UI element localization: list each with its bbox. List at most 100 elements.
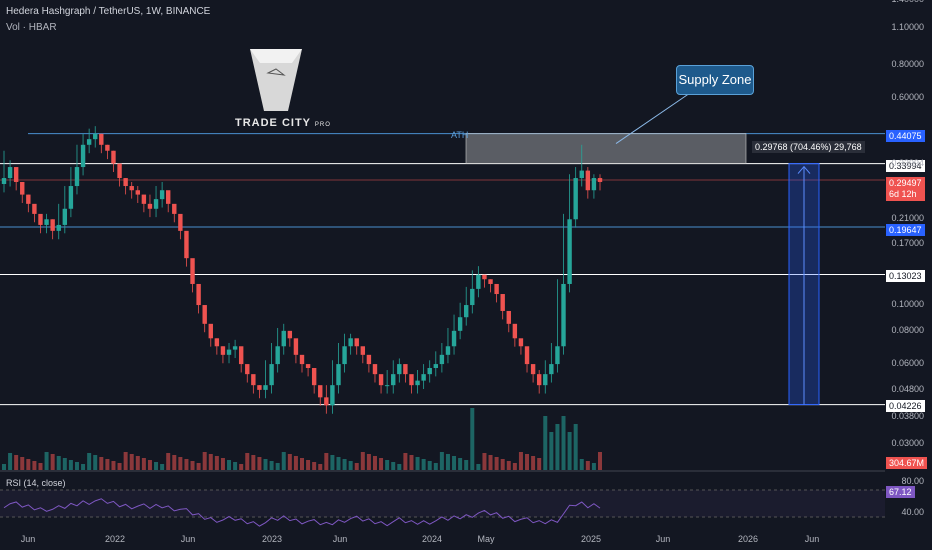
volume-bar [220, 458, 225, 470]
candle-body [427, 368, 432, 375]
candle-body [536, 374, 542, 386]
y-tick-label: 0.17000 [891, 237, 924, 248]
volume-bar [306, 460, 311, 470]
candle-body [1, 178, 7, 184]
candle-body [384, 385, 390, 387]
logo-text: TRADE CITY PRO [235, 117, 331, 129]
candle-body [141, 194, 147, 204]
volume-bar [68, 460, 73, 470]
candle-body [506, 310, 511, 324]
volume-bar [257, 457, 262, 470]
volume-bar [366, 454, 371, 470]
candle-body [488, 279, 493, 284]
candle-body [555, 346, 560, 365]
volume-bar [20, 457, 25, 470]
price-label-support-blue: 0.19647 [886, 224, 925, 236]
candle-body [348, 338, 353, 347]
candle-body [476, 274, 481, 289]
volume-bar [397, 464, 402, 470]
candle-body [500, 294, 505, 311]
candle-body [524, 346, 530, 365]
volume-bar [585, 461, 590, 470]
candle-body [573, 178, 578, 220]
candle-body [166, 190, 171, 204]
volume-bar [336, 457, 341, 470]
volume-bar [251, 455, 256, 470]
candle-body [32, 203, 37, 214]
volume-bar [488, 455, 493, 470]
candle-body [7, 167, 13, 179]
candle-body [494, 283, 499, 295]
candle-body [50, 219, 55, 231]
volume-bar [482, 453, 487, 470]
supply-zone-box [465, 133, 747, 164]
trade-city-logo-icon [250, 49, 302, 111]
candle-body [44, 219, 49, 225]
price-label-support-low: 0.04226 [886, 400, 925, 412]
volume-bar [239, 464, 244, 470]
volume-bar [117, 463, 122, 470]
candle-body [342, 346, 347, 365]
volume-bar [549, 432, 554, 470]
volume-bar [208, 454, 213, 470]
candle-body [287, 330, 293, 339]
candle-body [62, 208, 68, 225]
volume-bar [354, 463, 359, 470]
candle-body [591, 178, 597, 191]
candle-body [117, 163, 122, 179]
volume-bar [512, 463, 517, 470]
candle-body [518, 338, 524, 347]
candle-body [263, 385, 268, 390]
volume-bar [2, 464, 6, 470]
volume-bar [403, 453, 408, 470]
x-tick-label: 2024 [421, 534, 443, 544]
candle-body [464, 305, 469, 318]
candle-body [135, 190, 140, 195]
price-label-ath: 0.44075 [886, 130, 925, 142]
volume-bar [269, 461, 274, 470]
candle-body [311, 368, 317, 386]
x-tick-label: Jun [180, 534, 196, 544]
volume-bar [464, 460, 469, 470]
volume-bar [44, 452, 49, 470]
volume-bar [233, 462, 238, 470]
volume-bar [172, 455, 177, 470]
volume-bar [50, 454, 55, 470]
volume-bar [409, 455, 414, 470]
volume-bar [518, 452, 523, 470]
candle-body [336, 364, 341, 386]
rsi-title: RSI (14, close) [6, 478, 66, 488]
x-tick-label: Jun [332, 534, 348, 544]
volume-bar [525, 454, 530, 470]
volume-bar [74, 462, 79, 470]
candle-body [80, 144, 86, 168]
candle-body [305, 364, 311, 369]
candle-body [153, 199, 159, 209]
volume-bar [245, 453, 250, 470]
y-tick-label: 0.03000 [891, 438, 924, 449]
price-label-support-mid: 0.13023 [886, 270, 925, 282]
y-tick-label: 1.40000 [891, 0, 924, 4]
volume-bar [14, 455, 19, 470]
y-tick-label: 0.10000 [891, 299, 924, 310]
volume-bar [324, 453, 329, 470]
volume-bar [32, 461, 37, 470]
candle-body [190, 258, 195, 284]
candle-body [403, 364, 408, 375]
volume-bar [531, 456, 536, 470]
volume-bar [147, 460, 152, 470]
volume-bar [360, 452, 365, 470]
candle-body [543, 374, 548, 386]
candle-body [56, 224, 61, 231]
candle-body [579, 170, 584, 179]
volume-bar [330, 455, 335, 470]
volume-bar [293, 456, 298, 470]
volume-bar [433, 463, 438, 470]
candle-body [68, 186, 74, 209]
candle-body [99, 133, 104, 145]
candle-body [470, 288, 475, 306]
x-tick-label: Jun [804, 534, 820, 544]
candle-body [13, 167, 19, 182]
supply-zone-callout: Supply Zone [676, 65, 754, 95]
candle-body [415, 380, 420, 386]
